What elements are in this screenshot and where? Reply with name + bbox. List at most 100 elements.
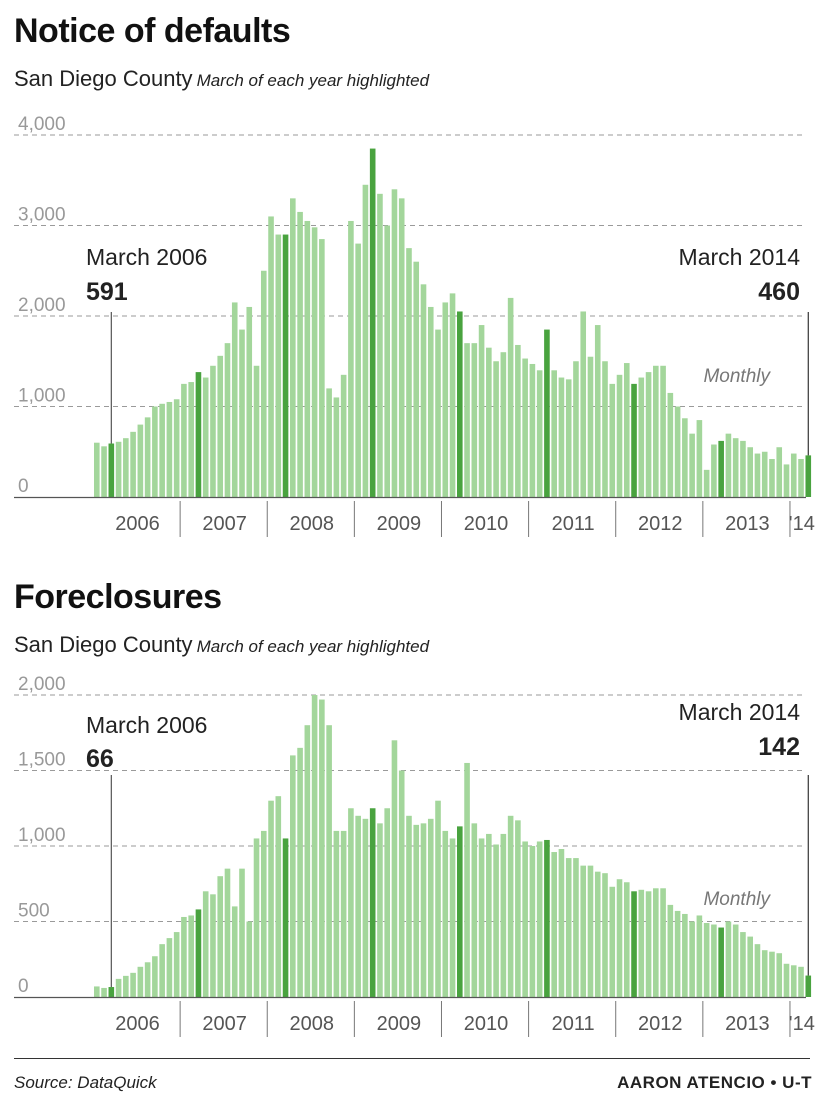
y-tick-label: 1,500 <box>18 750 66 771</box>
bar <box>173 399 180 497</box>
bar-march-highlight <box>805 975 812 997</box>
bar <box>311 227 318 497</box>
bar <box>653 888 659 997</box>
bar <box>253 365 260 497</box>
bar <box>660 888 666 997</box>
bar <box>348 220 354 497</box>
chart-subtitle-foreclosures: San Diego County March of each year highl… <box>14 632 429 658</box>
x-year-label: 2011 <box>552 1013 595 1035</box>
bar-march-highlight <box>195 372 202 497</box>
bar-march-highlight <box>282 838 289 997</box>
x-year-label: 2013 <box>725 1013 770 1035</box>
bar <box>326 388 332 497</box>
annotation-value: 66 <box>86 745 114 773</box>
bar <box>478 325 485 497</box>
bar <box>602 361 608 497</box>
bar <box>776 447 783 497</box>
x-year-label: 2006 <box>115 513 160 535</box>
bar <box>486 347 492 497</box>
bar <box>761 950 768 997</box>
bar <box>761 451 768 497</box>
bar <box>188 915 194 997</box>
bar <box>152 956 158 997</box>
bar <box>239 868 245 997</box>
annotation-value: 142 <box>758 733 800 761</box>
bar <box>275 234 282 498</box>
x-year-label: 2007 <box>202 1013 247 1035</box>
bar <box>667 904 674 997</box>
bar-march-highlight <box>544 329 550 497</box>
bar <box>500 833 507 997</box>
bar <box>725 921 732 997</box>
bar <box>137 966 144 997</box>
bar <box>747 936 753 997</box>
bar <box>275 796 282 997</box>
bar <box>319 699 325 997</box>
series-label: Monthly <box>703 889 771 910</box>
bar <box>391 740 398 997</box>
bar-march-highlight <box>108 443 115 497</box>
bar <box>144 962 151 997</box>
bar <box>522 358 528 497</box>
bar <box>333 397 340 497</box>
bar <box>377 823 383 997</box>
bar <box>645 372 652 497</box>
bar <box>123 438 129 497</box>
bar <box>159 944 165 997</box>
bar <box>754 453 761 497</box>
bar <box>682 913 688 997</box>
credit-line: AARON ATENCIO • U-T <box>617 1073 812 1092</box>
bar <box>493 361 499 497</box>
source-note: Source: DataQuick <box>14 1073 157 1092</box>
bar <box>427 818 434 997</box>
bar <box>188 382 194 497</box>
bar <box>442 302 449 497</box>
bar <box>565 379 572 497</box>
x-year-label: 2010 <box>464 1013 509 1035</box>
bar <box>725 433 732 497</box>
bar-march-highlight <box>805 455 812 497</box>
bar <box>464 343 470 497</box>
bar <box>522 841 528 997</box>
bar <box>355 815 361 997</box>
bar <box>580 311 587 497</box>
bar <box>689 921 695 997</box>
bar-march-highlight <box>718 440 724 497</box>
bar <box>340 374 347 497</box>
x-year-label: 2007 <box>202 513 247 535</box>
bar <box>769 951 775 997</box>
bar <box>667 392 674 497</box>
bar <box>202 377 209 497</box>
annotation-value: 591 <box>86 278 128 306</box>
bar <box>362 818 369 997</box>
bar <box>420 823 427 997</box>
x-year-label: 2008 <box>290 1013 335 1035</box>
bar <box>515 820 521 997</box>
x-year-label: '14 <box>789 1013 815 1035</box>
bar <box>783 464 790 497</box>
bar <box>769 458 775 497</box>
bar <box>311 695 318 997</box>
bar <box>260 270 267 497</box>
bar <box>696 420 703 497</box>
bar <box>711 444 717 497</box>
bar <box>384 225 390 497</box>
bar <box>181 916 187 997</box>
bar <box>580 865 587 997</box>
bar <box>101 987 107 997</box>
bar <box>754 944 761 997</box>
y-tick-label: 1,000 <box>18 825 66 846</box>
bar <box>573 361 579 497</box>
bar <box>398 198 405 497</box>
bar <box>674 910 681 997</box>
bar <box>507 297 514 497</box>
bar <box>210 365 216 497</box>
x-year-label: 2010 <box>464 513 509 535</box>
bar <box>115 978 122 997</box>
bar <box>253 838 260 997</box>
y-tick-label: 2,000 <box>18 295 66 316</box>
bar <box>435 329 441 497</box>
y-tick-label: 500 <box>18 901 50 922</box>
bar <box>536 370 543 497</box>
bar <box>798 458 804 497</box>
